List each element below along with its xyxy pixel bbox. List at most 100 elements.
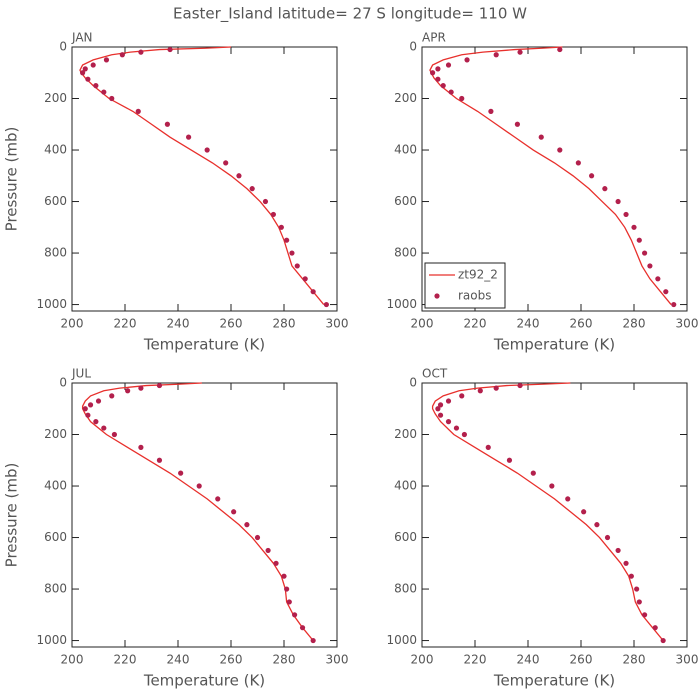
obs-point <box>435 76 441 82</box>
y-tick-label: 600 <box>44 530 67 544</box>
obs-point <box>156 457 163 463</box>
obs-point <box>655 276 661 282</box>
obs-point <box>119 52 125 58</box>
obs-point <box>196 483 202 489</box>
plot-frame <box>421 382 688 648</box>
obs-point <box>254 534 261 541</box>
x-tick-label: 260 <box>570 317 593 331</box>
obs-point <box>506 457 513 463</box>
x-tick-label: 200 <box>61 653 84 667</box>
x-tick-label: 200 <box>411 317 434 331</box>
obs-point <box>575 160 581 166</box>
obs-point <box>249 186 255 192</box>
obs-point <box>628 573 634 579</box>
y-tick-label: 600 <box>394 530 417 544</box>
obs-point <box>517 49 523 55</box>
x-tick-label: 220 <box>464 653 487 667</box>
obs-point <box>95 398 102 404</box>
figure-title: Easter_Island latitude= 27 S longitude= … <box>173 5 527 24</box>
y-tick-label: 1000 <box>386 633 417 647</box>
obs-point <box>111 431 117 438</box>
obs-point <box>80 70 86 76</box>
x-axis-label: Temperature (K) <box>143 336 265 354</box>
legend-label: raobs <box>458 289 492 303</box>
obs-point <box>90 62 96 68</box>
y-tick-label: 400 <box>394 143 417 157</box>
panel-title: APR <box>422 31 446 45</box>
obs-point <box>445 62 452 68</box>
obs-point <box>85 76 91 82</box>
y-tick-label: 1000 <box>36 633 67 647</box>
obs-point <box>215 496 221 502</box>
obs-point <box>631 224 637 230</box>
y-tick-label: 800 <box>394 582 417 596</box>
obs-point <box>461 431 467 438</box>
y-axis-label: Pressure (mb) <box>3 463 21 568</box>
obs-point <box>236 173 242 179</box>
obs-point <box>453 425 460 431</box>
x-tick-label: 280 <box>623 317 646 331</box>
x-tick-label: 300 <box>676 317 699 331</box>
y-tick-label: 400 <box>44 143 67 157</box>
x-tick-label: 260 <box>570 653 593 667</box>
y-tick-label: 800 <box>44 582 67 596</box>
obs-point <box>85 412 91 418</box>
obs-point <box>565 496 571 502</box>
obs-point <box>278 224 284 230</box>
obs-point <box>437 412 444 418</box>
legend-label: zt92_2 <box>458 268 498 282</box>
obs-point <box>82 406 88 412</box>
obs-point <box>549 483 555 489</box>
obs-point <box>135 108 141 114</box>
x-axis-label: Temperature (K) <box>143 672 265 690</box>
obs-point <box>642 250 648 256</box>
obs-point <box>164 121 170 127</box>
obs-point <box>223 160 229 166</box>
obs-point <box>138 385 144 391</box>
y-tick-label: 0 <box>409 40 417 54</box>
obs-point <box>323 301 329 308</box>
obs-point <box>485 444 491 450</box>
obs-point <box>445 398 452 404</box>
obs-point <box>273 560 279 566</box>
obs-point <box>594 522 600 528</box>
obs-point <box>647 263 653 269</box>
obs-point <box>138 49 144 55</box>
x-tick-label: 280 <box>273 317 296 331</box>
x-tick-label: 240 <box>167 317 190 331</box>
obs-point <box>262 198 269 205</box>
x-tick-label: 220 <box>464 317 487 331</box>
obs-point <box>82 66 88 72</box>
obs-point <box>186 134 192 140</box>
x-tick-label: 240 <box>517 653 540 667</box>
obs-point <box>437 402 444 408</box>
legend-box <box>424 262 506 309</box>
obs-point <box>103 57 110 63</box>
obs-point <box>615 547 621 554</box>
x-tick-label: 300 <box>676 653 699 667</box>
obs-point <box>488 108 494 114</box>
x-tick-label: 220 <box>114 653 137 667</box>
y-tick-label: 400 <box>394 479 417 493</box>
y-tick-label: 200 <box>44 91 67 105</box>
x-tick-label: 260 <box>220 317 243 331</box>
obs-point <box>101 89 107 95</box>
x-axis-label: Temperature (K) <box>493 672 615 690</box>
y-tick-label: 200 <box>44 427 67 441</box>
obs-point <box>294 263 300 269</box>
panel: OCT 200 220 240 260 280 300 0 200 400 600 800 1000 Te… <box>386 367 698 690</box>
obs-point <box>623 560 629 566</box>
obs-point <box>310 637 316 644</box>
obs-point <box>270 211 276 218</box>
x-tick-label: 200 <box>411 653 434 667</box>
x-tick-label: 240 <box>517 317 540 331</box>
obs-point <box>663 289 669 295</box>
obs-point <box>604 534 611 541</box>
x-tick-label: 220 <box>114 317 137 331</box>
obs-point <box>281 573 287 579</box>
panel: APR 200 220 240 260 280 300 0 200 400 600 800 1000 Te… <box>386 31 698 354</box>
obs-point <box>286 599 292 605</box>
obs-point <box>530 470 536 476</box>
x-tick-label: 300 <box>326 317 349 331</box>
obs-point <box>514 121 521 127</box>
